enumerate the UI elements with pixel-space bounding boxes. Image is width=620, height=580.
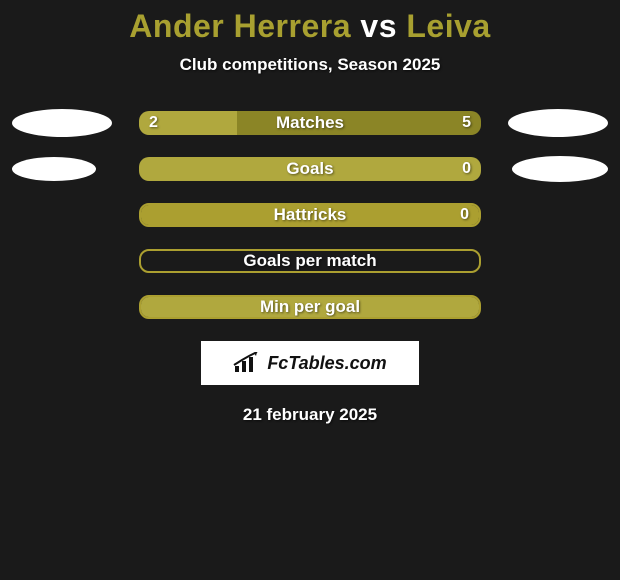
title-player-right: Leiva — [406, 8, 490, 44]
stat-label: Min per goal — [141, 297, 479, 317]
chart-icon — [233, 352, 261, 374]
title-vs: vs — [360, 8, 397, 44]
stat-bar: Goals per match — [139, 249, 481, 273]
player-left-marker — [12, 109, 112, 137]
player-left-marker — [12, 157, 96, 181]
logo-box: FcTables.com — [201, 341, 419, 385]
stat-bar: Min per goal — [139, 295, 481, 319]
fctables-logo: FcTables.com — [233, 352, 386, 374]
title-player-left: Ander Herrera — [129, 8, 351, 44]
stat-row-hattricks: 0 Hattricks — [0, 203, 620, 227]
stat-label: Goals per match — [141, 251, 479, 271]
page-title: Ander Herrera vs Leiva — [0, 8, 620, 45]
stat-row-matches: 2 5 Matches — [0, 111, 620, 135]
player-right-marker — [508, 109, 608, 137]
stat-label: Hattricks — [141, 205, 479, 225]
comparison-infographic: Ander Herrera vs Leiva Club competitions… — [0, 0, 620, 425]
stat-bar: 0 Goals — [139, 157, 481, 181]
stat-row-goals-per-match: Goals per match — [0, 249, 620, 273]
player-right-marker — [512, 156, 608, 182]
subtitle: Club competitions, Season 2025 — [0, 55, 620, 75]
logo-text: FcTables.com — [267, 353, 386, 374]
date-text: 21 february 2025 — [0, 405, 620, 425]
stat-bar: 0 Hattricks — [139, 203, 481, 227]
stat-row-goals: 0 Goals — [0, 157, 620, 181]
stat-bars: 2 5 Matches 0 Goals 0 Hattr — [0, 111, 620, 319]
stat-label: Matches — [139, 113, 481, 133]
stat-bar: 2 5 Matches — [139, 111, 481, 135]
stat-row-min-per-goal: Min per goal — [0, 295, 620, 319]
stat-label: Goals — [139, 159, 481, 179]
